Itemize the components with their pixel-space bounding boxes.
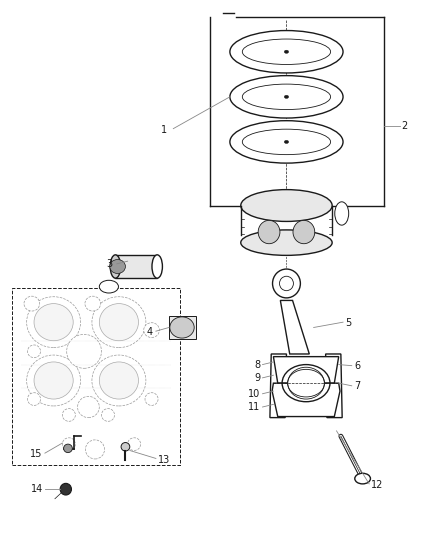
Ellipse shape: [60, 483, 71, 495]
Ellipse shape: [230, 120, 343, 163]
Ellipse shape: [92, 297, 146, 348]
Ellipse shape: [293, 220, 315, 244]
Text: 9: 9: [254, 373, 260, 383]
Ellipse shape: [242, 129, 331, 155]
Ellipse shape: [284, 140, 289, 143]
Polygon shape: [169, 316, 196, 339]
Bar: [241, 206, 332, 243]
Ellipse shape: [284, 95, 289, 99]
Ellipse shape: [241, 190, 332, 221]
Bar: [12, 288, 180, 465]
Text: 14: 14: [31, 484, 43, 494]
Ellipse shape: [28, 393, 41, 406]
Text: 13: 13: [158, 455, 170, 464]
Ellipse shape: [99, 304, 138, 341]
Ellipse shape: [67, 334, 102, 368]
Ellipse shape: [272, 269, 300, 298]
Text: 11: 11: [248, 402, 260, 412]
Ellipse shape: [241, 230, 332, 255]
Ellipse shape: [110, 255, 120, 278]
Ellipse shape: [102, 409, 115, 421]
Ellipse shape: [85, 296, 101, 311]
Polygon shape: [280, 301, 309, 354]
Text: 4: 4: [147, 327, 153, 337]
Text: 10: 10: [248, 389, 260, 399]
Ellipse shape: [110, 260, 125, 273]
Ellipse shape: [335, 202, 349, 225]
Ellipse shape: [62, 409, 75, 421]
Ellipse shape: [145, 393, 158, 406]
Ellipse shape: [170, 317, 194, 338]
Text: 7: 7: [354, 381, 360, 391]
Bar: [116, 255, 157, 278]
Ellipse shape: [284, 50, 289, 53]
Ellipse shape: [121, 442, 130, 451]
Ellipse shape: [34, 362, 73, 399]
Ellipse shape: [92, 355, 146, 406]
Polygon shape: [325, 354, 342, 418]
Text: 5: 5: [345, 318, 351, 328]
Polygon shape: [273, 357, 339, 383]
Text: 1: 1: [161, 125, 167, 135]
Ellipse shape: [288, 367, 324, 399]
Ellipse shape: [258, 220, 280, 244]
Polygon shape: [272, 383, 340, 417]
Ellipse shape: [62, 438, 75, 450]
Ellipse shape: [242, 39, 331, 64]
Ellipse shape: [27, 297, 81, 348]
Text: 12: 12: [371, 480, 383, 490]
Text: 8: 8: [254, 360, 260, 369]
Ellipse shape: [64, 444, 72, 453]
Ellipse shape: [99, 362, 138, 399]
Ellipse shape: [152, 255, 162, 278]
Text: 2: 2: [401, 122, 407, 132]
Ellipse shape: [24, 296, 40, 311]
Ellipse shape: [242, 84, 331, 110]
Ellipse shape: [85, 440, 105, 459]
Ellipse shape: [27, 355, 81, 406]
Ellipse shape: [144, 322, 159, 337]
Text: 15: 15: [30, 449, 43, 459]
Ellipse shape: [34, 304, 73, 341]
Ellipse shape: [355, 473, 371, 484]
Ellipse shape: [28, 345, 41, 358]
Ellipse shape: [78, 397, 99, 418]
Polygon shape: [270, 354, 286, 418]
Text: 6: 6: [354, 361, 360, 370]
Ellipse shape: [279, 276, 293, 290]
Ellipse shape: [230, 30, 343, 73]
Ellipse shape: [230, 76, 343, 118]
Text: 3: 3: [106, 259, 113, 269]
Ellipse shape: [99, 280, 118, 293]
Ellipse shape: [127, 438, 141, 450]
